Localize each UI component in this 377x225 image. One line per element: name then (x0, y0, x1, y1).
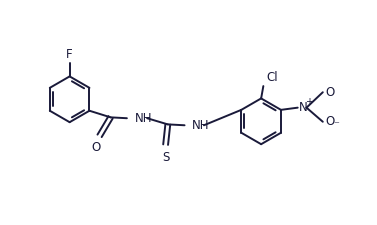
Text: NH: NH (135, 112, 152, 125)
Text: N: N (299, 101, 307, 114)
Text: O: O (325, 115, 335, 128)
Text: +: + (305, 97, 313, 107)
Text: ⁻: ⁻ (333, 120, 339, 130)
Text: NH: NH (192, 119, 210, 132)
Text: F: F (66, 47, 73, 61)
Text: O: O (92, 141, 101, 154)
Text: S: S (162, 151, 169, 164)
Text: O: O (325, 86, 335, 99)
Text: Cl: Cl (267, 71, 279, 84)
